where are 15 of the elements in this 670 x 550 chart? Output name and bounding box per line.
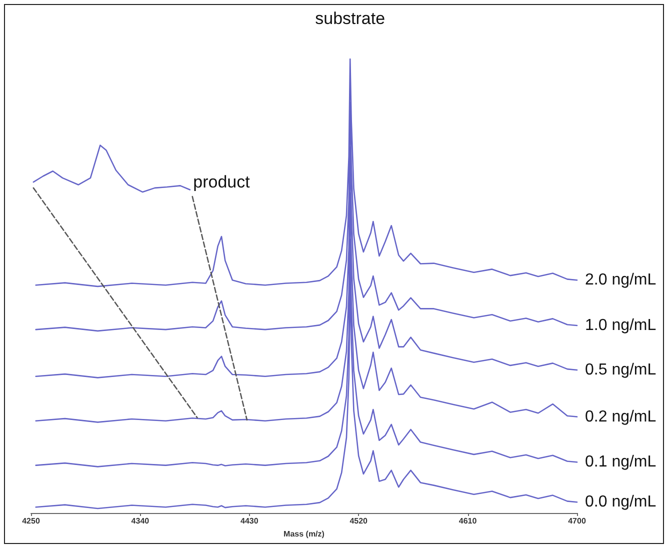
- annotation: substrate: [315, 9, 386, 28]
- x-tick-label: 4610: [458, 516, 478, 526]
- series-label: 0.2 ng/mL: [585, 408, 656, 426]
- series-label: 0.0 ng/mL: [585, 494, 656, 511]
- x-axis-title: Mass (m/z): [284, 529, 325, 538]
- x-tick-label: 4700: [568, 516, 586, 526]
- series-label: 0.1 ng/mL: [585, 454, 656, 471]
- annotation: product: [193, 172, 250, 192]
- series-label: 0.5 ng/mL: [585, 361, 656, 378]
- x-tick-label: 4340: [131, 516, 150, 526]
- x-tick-label: 4430: [240, 516, 259, 526]
- x-tick-label: 4520: [350, 516, 368, 526]
- series-label: 1.0 ng/mL: [585, 317, 656, 334]
- series-label: 2.0 ng/mL: [585, 272, 656, 289]
- x-tick-label: 4250: [22, 516, 40, 526]
